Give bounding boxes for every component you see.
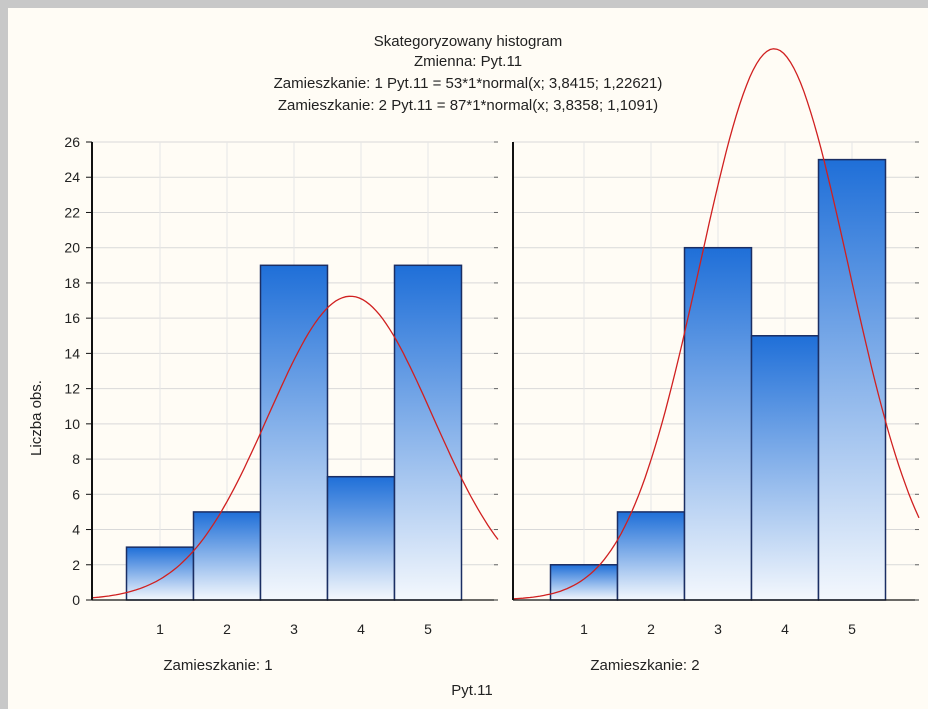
y-tick-label: 26: [64, 134, 80, 150]
histogram-bar: [326, 475, 396, 601]
x-tick-label: 2: [647, 621, 655, 637]
histogram-bar: [393, 264, 463, 601]
y-tick-label: 18: [64, 275, 80, 291]
x-tick-labels: 1 2 3 4 5 1 2 3 4 5: [156, 621, 856, 637]
x-tick-label: 2: [223, 621, 231, 637]
y-tick-label: 4: [72, 522, 80, 538]
x-tick-label: 1: [580, 621, 588, 637]
panel-label-zamieszkanie-2: Zamieszkanie: 2: [590, 657, 699, 674]
y-tick-label: 10: [64, 416, 80, 432]
x-tick-label: 3: [290, 621, 298, 637]
chart-title-block: Skategoryzowany histogram Zmienna: Pyt.1…: [274, 33, 663, 114]
x-tick-label: 1: [156, 621, 164, 637]
y-tick-label: 2: [72, 557, 80, 573]
y-tick-label: 0: [72, 592, 80, 608]
y-tick-label: 14: [64, 345, 80, 361]
chart-area: Skategoryzowany histogram Zmienna: Pyt.1…: [8, 8, 928, 709]
chart-fit-formula-1: Zamieszkanie: 1 Pyt.11 = 53*1*normal(x; …: [274, 75, 663, 92]
histogram-bar: [683, 246, 753, 601]
chart-fit-formula-2: Zamieszkanie: 2 Pyt.11 = 87*1*normal(x; …: [278, 97, 658, 114]
histogram-bar: [192, 511, 262, 601]
y-tick-label: 22: [64, 204, 80, 220]
normal-fit-curve: [91, 295, 499, 599]
window-left-border: [0, 0, 8, 709]
normal-fit-curve: [512, 48, 920, 600]
histogram-bars: [125, 158, 887, 601]
panel-label-zamieszkanie-1: Zamieszkanie: 1: [163, 657, 272, 674]
histogram-bar: [259, 264, 329, 601]
normal-fit-curves: [91, 48, 920, 600]
histogram-bar: [125, 546, 195, 601]
histogram-bar: [549, 564, 619, 601]
x-tick-label: 5: [424, 621, 432, 637]
y-tick-label: 6: [72, 486, 80, 502]
chart-title: Skategoryzowany histogram: [374, 33, 562, 50]
y-tick-label: 24: [64, 169, 80, 185]
y-tick-label: 12: [64, 381, 80, 397]
x-tick-label: 4: [357, 621, 365, 637]
histogram-bar: [750, 335, 820, 601]
y-tick-label: 20: [64, 240, 80, 256]
x-axis-label: Pyt.11: [451, 682, 492, 699]
y-tick-label: 16: [64, 310, 80, 326]
y-tick-label: 8: [72, 451, 80, 467]
x-tick-label: 3: [714, 621, 722, 637]
x-tick-label: 5: [848, 621, 856, 637]
chart-axes: [86, 141, 919, 601]
y-axis-label: Liczba obs.: [28, 380, 45, 456]
chart-variable: Zmienna: Pyt.11: [414, 53, 522, 70]
categorized-histogram-chart: Skategoryzowany histogram Zmienna: Pyt.1…: [28, 33, 920, 699]
histogram-bar: [616, 511, 686, 601]
window-top-border: [0, 0, 928, 8]
x-tick-label: 4: [781, 621, 789, 637]
histogram-bar: [817, 158, 887, 601]
